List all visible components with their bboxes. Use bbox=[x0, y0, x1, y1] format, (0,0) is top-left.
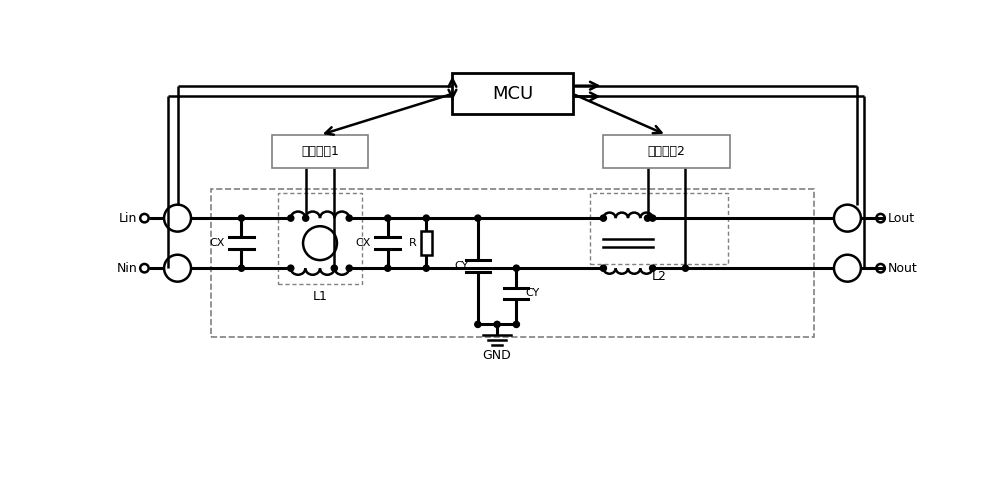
Text: CY: CY bbox=[454, 261, 469, 271]
Circle shape bbox=[385, 265, 391, 271]
Circle shape bbox=[650, 265, 656, 271]
Circle shape bbox=[423, 215, 429, 221]
Text: 直流电源2: 直流电源2 bbox=[648, 145, 685, 158]
Circle shape bbox=[475, 215, 481, 221]
Circle shape bbox=[288, 215, 294, 221]
Circle shape bbox=[513, 321, 519, 327]
Circle shape bbox=[644, 215, 651, 221]
Circle shape bbox=[238, 215, 245, 221]
Bar bbox=[603, 135, 730, 168]
Text: Lout: Lout bbox=[887, 212, 915, 225]
Text: CX: CX bbox=[209, 238, 225, 248]
Text: MCU: MCU bbox=[492, 85, 533, 103]
Circle shape bbox=[331, 265, 337, 271]
Circle shape bbox=[385, 215, 391, 221]
Circle shape bbox=[682, 265, 689, 271]
Text: CY: CY bbox=[526, 289, 540, 299]
Bar bbox=[590, 193, 728, 264]
Circle shape bbox=[475, 321, 481, 327]
Circle shape bbox=[346, 215, 352, 221]
Circle shape bbox=[346, 265, 352, 271]
Bar bbox=[452, 73, 573, 114]
Circle shape bbox=[600, 215, 606, 221]
Text: Nin: Nin bbox=[117, 262, 138, 275]
Circle shape bbox=[494, 321, 500, 327]
Text: GND: GND bbox=[483, 349, 511, 362]
Circle shape bbox=[650, 215, 656, 221]
Circle shape bbox=[600, 265, 606, 271]
Bar bbox=[211, 189, 814, 337]
Text: L1: L1 bbox=[313, 290, 327, 303]
Bar bbox=[278, 193, 362, 284]
Circle shape bbox=[288, 265, 294, 271]
Text: R: R bbox=[409, 238, 417, 248]
Circle shape bbox=[513, 265, 519, 271]
Bar bbox=[421, 231, 432, 255]
Text: CX: CX bbox=[355, 238, 371, 248]
Text: 直流电源1: 直流电源1 bbox=[301, 145, 339, 158]
Text: Lin: Lin bbox=[119, 212, 138, 225]
Circle shape bbox=[303, 215, 309, 221]
Text: Nout: Nout bbox=[887, 262, 917, 275]
Circle shape bbox=[423, 265, 429, 271]
Bar bbox=[272, 135, 368, 168]
Circle shape bbox=[238, 265, 245, 271]
Text: L2: L2 bbox=[651, 270, 666, 284]
